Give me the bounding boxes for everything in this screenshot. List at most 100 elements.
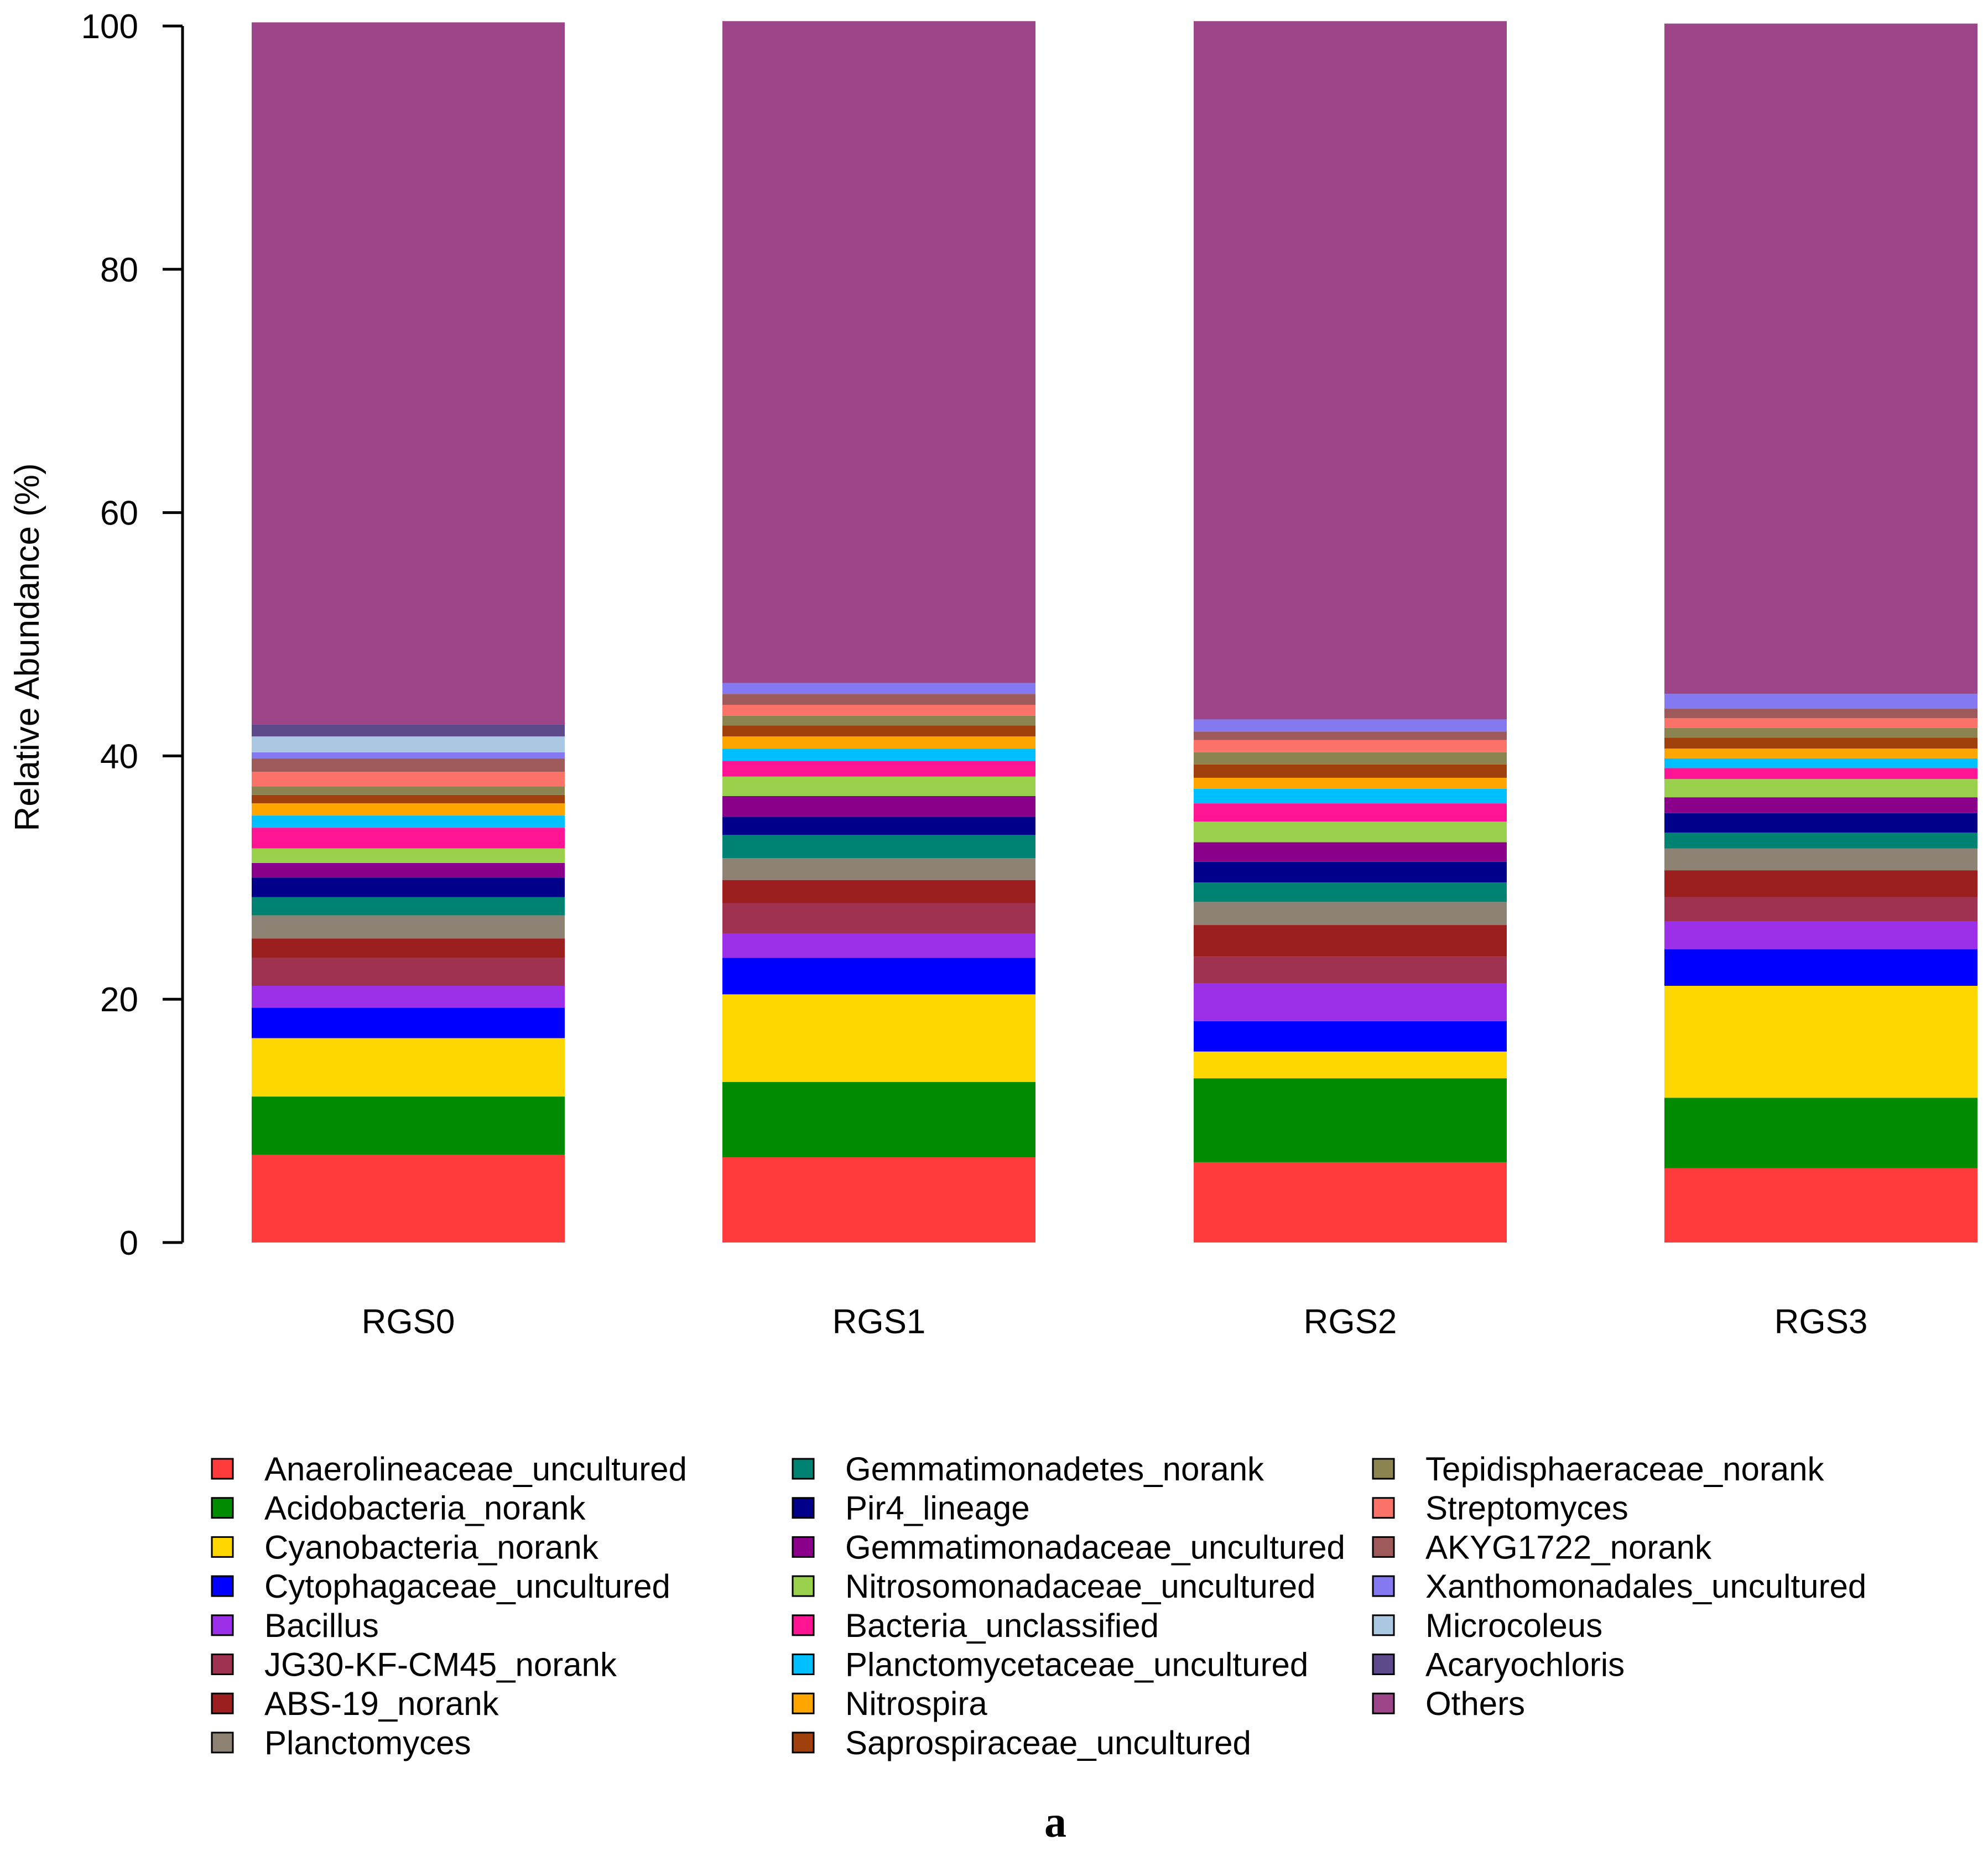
bar-segment: [1194, 861, 1507, 883]
legend-swatch: [792, 1614, 815, 1636]
bar-segment: [1194, 764, 1507, 778]
legend-item: Gemmatimonadetes_norank: [792, 1451, 1264, 1488]
bar-segment: [1194, 777, 1507, 789]
legend-label: Tepidisphaeraceae_norank: [1425, 1451, 1825, 1488]
bar-segment: [722, 858, 1035, 880]
bar-segment: [1194, 1162, 1507, 1243]
bar-segment: [722, 736, 1035, 749]
legend-item: JG30-KF-CM45_norank: [211, 1646, 617, 1683]
legend-swatch: [1372, 1536, 1395, 1558]
bar-segment: [1664, 779, 1977, 798]
legend-label: Planctomyces: [264, 1724, 471, 1761]
bar-segment: [1194, 983, 1507, 1021]
bar-segment: [252, 1096, 565, 1155]
legend-item: Acidobacteria_norank: [211, 1490, 586, 1527]
bar-segment: [1664, 949, 1977, 986]
x-category-label: RGS2: [1304, 1303, 1397, 1341]
y-tick-label: 40: [100, 737, 138, 776]
legend-swatch: [1372, 1497, 1395, 1519]
legend-label: Nitrosomonadaceae_uncultured: [845, 1568, 1316, 1605]
bar-segment: [252, 848, 565, 863]
bar-segment: [1194, 1021, 1507, 1052]
bar-stack: [1664, 23, 1977, 1243]
legend-item: Planctomyces: [211, 1724, 471, 1761]
legend-label: Bacteria_unclassified: [845, 1607, 1159, 1644]
legend-item: Nitrospira: [792, 1685, 987, 1722]
legend-item: Xanthomonadales_uncultured: [1372, 1568, 1866, 1605]
legend-label: Planctomycetaceae_uncultured: [845, 1646, 1308, 1683]
bar-segment: [252, 803, 565, 816]
legend-swatch: [211, 1692, 234, 1714]
bar-segment: [1194, 882, 1507, 902]
y-tick-label: 20: [100, 981, 138, 1019]
bar-segment: [722, 880, 1035, 903]
legend-label: Bacillus: [264, 1607, 379, 1644]
x-category-label: RGS1: [832, 1303, 926, 1341]
legend-item: Gemmatimonadaceae_uncultured: [792, 1529, 1345, 1566]
bar-segment: [252, 786, 565, 795]
legend-item: Microcoleus: [1372, 1607, 1602, 1644]
bar-segment: [252, 1155, 565, 1243]
bar-segment: [252, 958, 565, 986]
legend-label: JG30-KF-CM45_norank: [264, 1646, 617, 1683]
legend-item: Cytophagaceae_uncultured: [211, 1568, 670, 1605]
bar-segment: [1664, 870, 1977, 897]
panel-label: a: [1044, 1798, 1066, 1847]
bar-segment: [722, 715, 1035, 726]
bar-segment: [1664, 813, 1977, 833]
legend-item: Cyanobacteria_norank: [211, 1529, 599, 1566]
legend-item: AKYG1722_norank: [1372, 1529, 1712, 1566]
bar-stack: [252, 22, 565, 1243]
y-axis: 0 20 40 60 80 100: [81, 8, 184, 1262]
bar-segment: [1194, 957, 1507, 984]
bar-segment: [252, 986, 565, 1008]
bar-segment: [722, 933, 1035, 958]
bar-segment: [1194, 1078, 1507, 1162]
legend-item: Streptomyces: [1372, 1490, 1628, 1527]
bar-segment: [722, 817, 1035, 835]
bar-segment: [1664, 748, 1977, 758]
bar-segment: [252, 938, 565, 958]
legend-item: Bacillus: [211, 1607, 379, 1644]
bar-segment: [722, 994, 1035, 1082]
legend-swatch: [211, 1575, 234, 1597]
bar-segment: [1664, 23, 1977, 694]
legend-swatch: [1372, 1692, 1395, 1714]
bar-segment: [252, 877, 565, 897]
bar-segment: [1194, 731, 1507, 740]
legend: Anaerolineaceae_unculturedAcidobacteria_…: [211, 1451, 1866, 1761]
bar-segment: [1194, 822, 1507, 843]
x-axis-labels: RGS0 RGS1 RGS2 RGS3: [362, 1303, 1868, 1341]
bar-segment: [1194, 788, 1507, 804]
y-tick-label: 60: [100, 495, 138, 533]
bar-segment: [252, 815, 565, 828]
legend-label: Microcoleus: [1425, 1607, 1602, 1644]
legend-label: ABS-19_norank: [264, 1685, 499, 1722]
legend-label: Saprospiraceae_uncultured: [845, 1724, 1251, 1761]
legend-item: Planctomycetaceae_uncultured: [792, 1646, 1308, 1683]
bar-segment: [252, 1038, 565, 1097]
legend-swatch: [792, 1458, 815, 1480]
bar-segment: [1664, 848, 1977, 871]
bar-segment: [1664, 1168, 1977, 1243]
bar-stack: [1194, 21, 1507, 1243]
y-axis-label: Relative Abundance (%): [8, 463, 46, 831]
legend-swatch: [1372, 1575, 1395, 1597]
legend-item: Acaryochloris: [1372, 1646, 1625, 1683]
legend-item: ABS-19_norank: [211, 1685, 499, 1722]
legend-label: Acaryochloris: [1425, 1646, 1625, 1683]
legend-label: Xanthomonadales_uncultured: [1425, 1568, 1866, 1605]
legend-item: Nitrosomonadaceae_uncultured: [792, 1568, 1316, 1605]
bar-segment: [252, 758, 565, 772]
bar-segment: [722, 748, 1035, 761]
legend-swatch: [1372, 1654, 1395, 1675]
bar-segment: [1664, 1098, 1977, 1168]
legend-item: Anaerolineaceae_uncultured: [211, 1451, 687, 1488]
bar-segment: [1664, 768, 1977, 779]
legend-label: Nitrospira: [845, 1685, 987, 1722]
legend-item: Others: [1372, 1685, 1525, 1722]
bar-segment: [252, 736, 565, 752]
legend-item: Pir4_lineage: [792, 1490, 1030, 1527]
bar-segment: [252, 752, 565, 758]
